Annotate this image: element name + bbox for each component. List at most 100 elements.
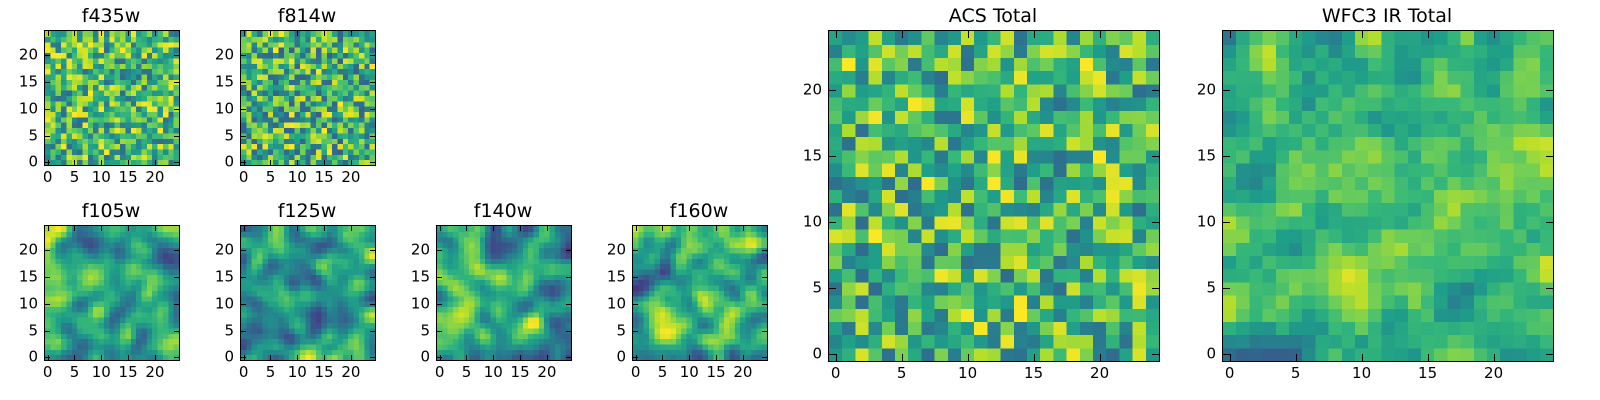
heatmap-cell: [103, 127, 110, 134]
heatmap-cell: [246, 231, 253, 238]
heatmap-cell: [829, 255, 843, 270]
heatmap-cell: [369, 231, 375, 238]
heatmap-cell: [45, 242, 51, 249]
heatmap-cell: [87, 290, 94, 297]
heatmap-cell: [691, 263, 698, 270]
heatmap-cell: [50, 354, 57, 360]
heatmap-cell: [1027, 281, 1041, 296]
heatmap-cell: [1341, 176, 1356, 190]
heatmap-cell: [66, 327, 73, 334]
heatmap-cell: [273, 79, 280, 86]
heatmap-cell: [643, 284, 650, 291]
heatmap-cell: [130, 226, 137, 232]
heatmap-cell: [152, 295, 159, 302]
heatmap-cell: [246, 95, 253, 102]
heatmap-cell: [745, 231, 752, 238]
heatmap-cell: [98, 263, 105, 270]
heatmap-cell: [157, 252, 164, 259]
heatmap-cell: [321, 263, 328, 270]
heatmap-cell: [474, 236, 481, 243]
heatmap-cell: [458, 306, 465, 313]
heatmap-cell: [267, 106, 274, 112]
heatmap-cell: [1355, 255, 1369, 270]
heatmap-cell: [246, 349, 253, 356]
heatmap-cell: [713, 306, 720, 313]
heatmap-cell: [1106, 31, 1120, 45]
heatmap-cell: [638, 258, 645, 265]
heatmap-cell: [310, 284, 317, 291]
heatmap-cell: [273, 122, 280, 129]
heatmap-cell: [305, 301, 312, 307]
heatmap-cell: [283, 47, 290, 54]
heatmap-cell: [321, 301, 328, 307]
heatmap-cell: [241, 343, 247, 350]
heatmap-cell: [549, 322, 556, 329]
heatmap-cell: [130, 231, 137, 238]
heatmap-cell: [1539, 295, 1553, 309]
heatmap-cell: [332, 57, 339, 64]
heatmap-cell: [66, 274, 73, 281]
heatmap-cell: [173, 333, 179, 340]
heatmap-cell: [702, 322, 709, 329]
heatmap-cell: [1328, 229, 1343, 243]
heatmap-cell: [934, 97, 949, 111]
heatmap-cell: [321, 290, 328, 297]
heatmap-cell: [544, 252, 551, 259]
heatmap-cell: [1013, 70, 1028, 85]
x-tick-mark: [546, 226, 548, 231]
heatmap-cell: [77, 41, 84, 48]
heatmap-cell: [326, 268, 333, 275]
heatmap-cell: [146, 226, 153, 232]
heatmap-cell: [103, 306, 110, 313]
heatmap-cell: [299, 231, 306, 238]
heatmap-cell: [283, 79, 290, 86]
heatmap-cell: [50, 100, 57, 107]
heatmap-cell: [1302, 202, 1316, 217]
heatmap-cell: [364, 322, 371, 329]
y-tick-mark: [1152, 288, 1159, 290]
heatmap-cell: [141, 47, 148, 54]
heatmap-cell: [130, 106, 137, 112]
heatmap-cell: [1275, 268, 1290, 283]
heatmap-cell: [702, 338, 709, 345]
heatmap-cell: [257, 343, 264, 350]
heatmap-cell: [257, 306, 264, 313]
heatmap-cell: [136, 231, 143, 238]
heatmap-cell: [251, 84, 258, 91]
heatmap-cell: [544, 290, 551, 297]
heatmap-cell: [495, 274, 502, 281]
heatmap-cell: [1000, 215, 1015, 230]
heatmap-cell: [691, 306, 698, 313]
heatmap-cell: [1473, 229, 1488, 243]
heatmap-cell: [114, 52, 121, 59]
heatmap-cell: [353, 95, 360, 102]
heatmap-cell: [501, 258, 508, 265]
heatmap-cell: [109, 268, 116, 275]
heatmap-cell: [332, 159, 339, 165]
heatmap-plot-area: [240, 225, 376, 361]
heatmap-cell: [82, 327, 89, 334]
heatmap-cell: [1249, 255, 1264, 270]
heatmap-cell: [756, 349, 763, 356]
heatmap-cell: [908, 123, 922, 138]
heatmap-cell: [1119, 163, 1134, 177]
heatmap-cell: [1079, 176, 1094, 190]
heatmap-cell: [294, 236, 301, 243]
heatmap-cell: [162, 63, 169, 70]
heatmap-cell: [342, 132, 349, 139]
heatmap-cell: [1119, 268, 1134, 283]
heatmap-cell: [702, 290, 709, 297]
heatmap-cell: [485, 327, 492, 334]
heatmap-cell: [299, 284, 306, 291]
heatmap-cell: [136, 127, 143, 134]
heatmap-cell: [93, 143, 100, 150]
heatmap-cell: [77, 36, 84, 43]
heatmap-cell: [98, 306, 105, 313]
heatmap-cell: [490, 236, 497, 243]
heatmap-cell: [283, 333, 290, 340]
heatmap-cell: [369, 290, 375, 297]
heatmap-cell: [1262, 229, 1277, 243]
heatmap-cell: [1106, 281, 1120, 296]
heatmap-cell: [485, 306, 492, 313]
heatmap-cell: [267, 274, 274, 281]
